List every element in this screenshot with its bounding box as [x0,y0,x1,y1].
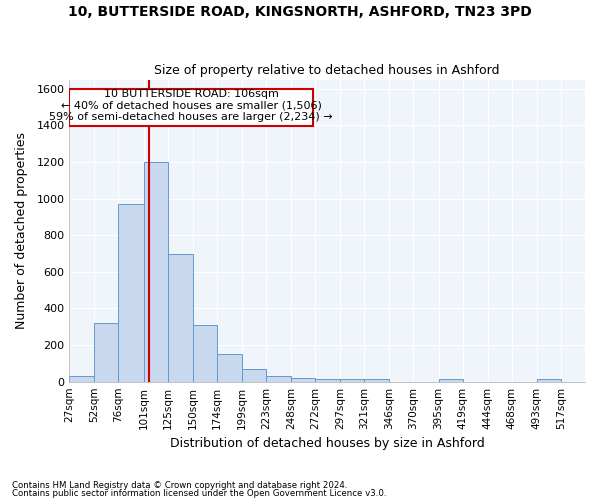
Bar [340,379,364,382]
Text: 10 BUTTERSIDE ROAD: 106sqm: 10 BUTTERSIDE ROAD: 106sqm [104,89,278,99]
Bar [167,254,193,382]
Bar [537,380,561,382]
Text: 59% of semi-detached houses are larger (2,234) →: 59% of semi-detached houses are larger (… [49,112,333,122]
Bar [143,162,167,382]
X-axis label: Distribution of detached houses by size in Ashford: Distribution of detached houses by size … [170,437,485,450]
Title: Size of property relative to detached houses in Ashford: Size of property relative to detached ho… [154,64,500,77]
Text: ← 40% of detached houses are smaller (1,506): ← 40% of detached houses are smaller (1,… [61,100,322,110]
Bar [315,379,340,382]
Bar [193,325,217,382]
Bar [70,88,313,126]
Text: 10, BUTTERSIDE ROAD, KINGSNORTH, ASHFORD, TN23 3PD: 10, BUTTERSIDE ROAD, KINGSNORTH, ASHFORD… [68,5,532,19]
Text: Contains public sector information licensed under the Open Government Licence v3: Contains public sector information licen… [12,488,386,498]
Bar [439,380,463,382]
Bar [217,354,242,382]
Bar [94,323,118,382]
Bar [291,378,315,382]
Bar [70,376,94,382]
Bar [266,376,291,382]
Bar [242,369,266,382]
Bar [118,204,143,382]
Bar [364,380,389,382]
Y-axis label: Number of detached properties: Number of detached properties [15,132,28,329]
Text: Contains HM Land Registry data © Crown copyright and database right 2024.: Contains HM Land Registry data © Crown c… [12,481,347,490]
